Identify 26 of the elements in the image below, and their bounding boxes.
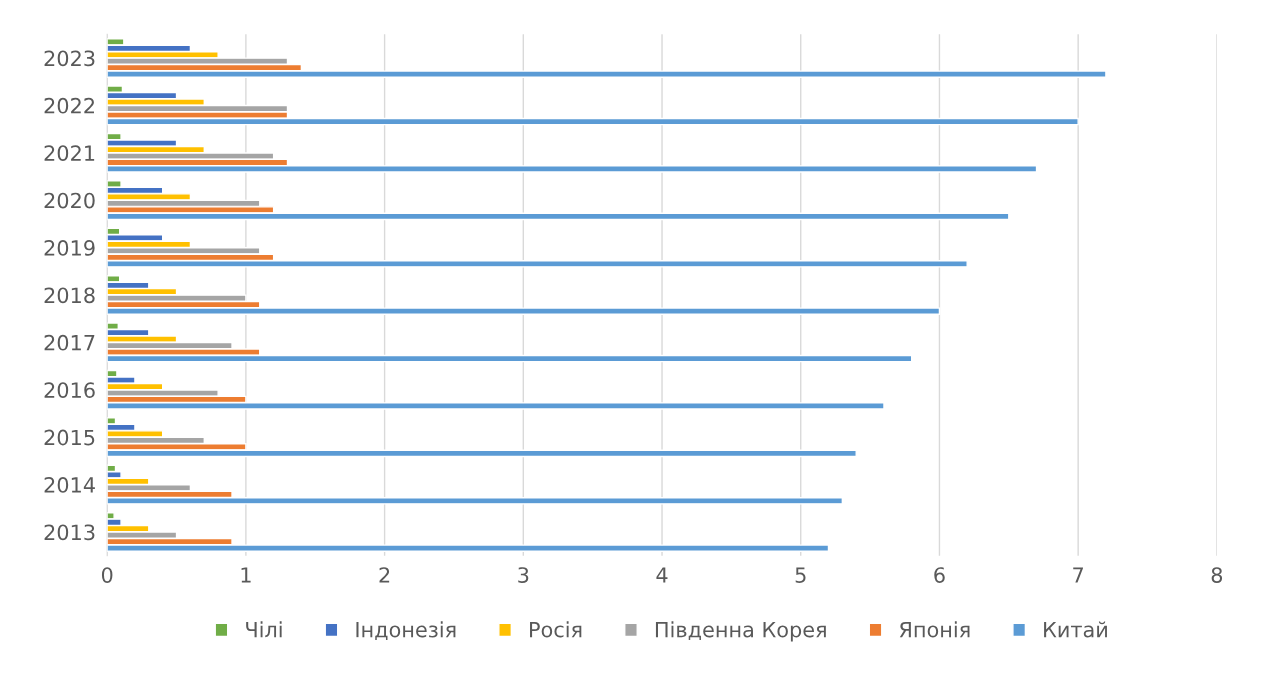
x-tick-label: 4 (656, 567, 668, 583)
y-tick-label: 2020 (44, 192, 95, 209)
x-tick-label: 8 (1211, 567, 1223, 583)
legend-label: Китай (1044, 621, 1107, 638)
legend-label: Росія (530, 621, 582, 638)
x-tick-label: 7 (1073, 567, 1083, 583)
legend-label: Південна Корея (655, 621, 826, 642)
y-tick-label: 2015 (44, 429, 95, 446)
y-tick-label: 2021 (44, 145, 95, 161)
x-tick-label: 0 (101, 567, 113, 583)
y-tick-label: 2022 (44, 97, 94, 114)
x-tick-label: 2 (379, 567, 390, 583)
y-tick-label: 2014 (44, 477, 95, 493)
y-tick-label: 2018 (44, 287, 95, 304)
y-tick-label: 2019 (44, 240, 95, 256)
y-tick-label: 2016 (44, 382, 95, 398)
legend-label: Японія (899, 621, 970, 638)
legend-label: Індонезія (356, 621, 456, 641)
y-tick-label: 2023 (44, 50, 95, 67)
y-tick-label: 2017 (44, 334, 95, 351)
x-tick-label: 1 (241, 567, 251, 583)
legend-label: Чілі (246, 621, 282, 638)
x-tick-label: 5 (795, 567, 806, 583)
x-tick-label: 3 (518, 567, 529, 583)
x-tick-label: 6 (934, 567, 945, 583)
y-tick-label: 2013 (44, 524, 95, 541)
